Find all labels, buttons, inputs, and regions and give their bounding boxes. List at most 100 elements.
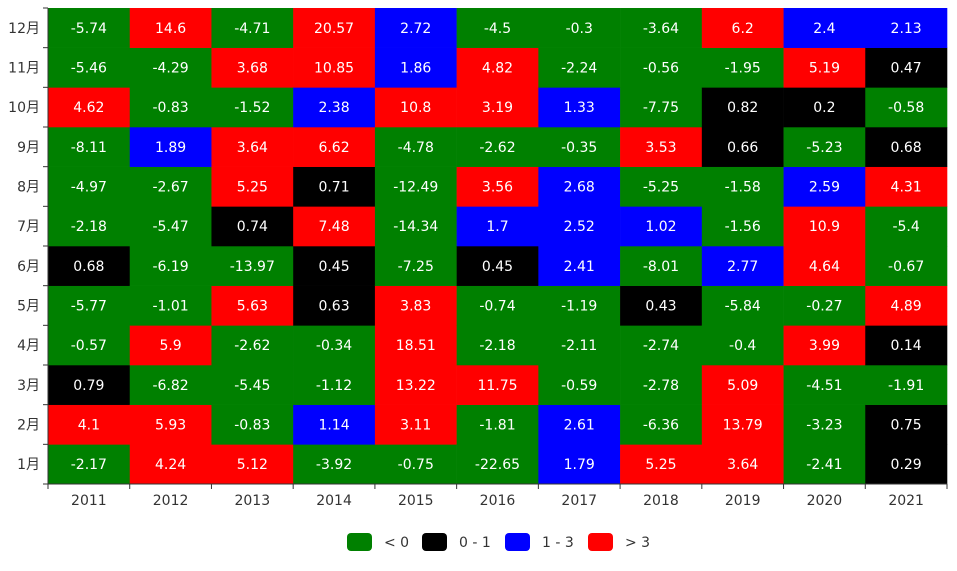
legend-item[interactable]: 0 - 1 — [422, 533, 491, 551]
cell-value-label: -7.25 — [398, 259, 434, 275]
cell-value-label: 0.68 — [891, 140, 922, 156]
heatmap-cell-2017-7 — [538, 206, 621, 247]
heatmap-cell-2020-6 — [783, 246, 866, 286]
cell-value-label: -0.56 — [643, 61, 679, 77]
cell-value-label: 4.64 — [809, 259, 840, 275]
cell-value-label: 10.8 — [400, 100, 431, 116]
cell-value-label: 0.45 — [482, 259, 513, 275]
legend-item[interactable]: < 0 — [347, 533, 409, 551]
cell-value-label: -4.29 — [152, 61, 188, 77]
heatmap-cell-2013-2 — [211, 404, 294, 445]
heatmap-cell-2019-12 — [701, 8, 784, 48]
y-tick-label: 11月 — [8, 61, 40, 77]
heatmap-cell-2014-12 — [293, 8, 376, 48]
cell-value-label: 0.14 — [891, 338, 922, 354]
cell-value-label: 7.48 — [318, 219, 349, 235]
cell-value-label: 3.56 — [482, 180, 513, 196]
cell-value-label: 2.52 — [564, 219, 595, 235]
cell-value-label: -0.74 — [479, 299, 515, 315]
cell-value-label: 0.75 — [891, 418, 922, 434]
y-tick-label: 1月 — [17, 457, 40, 473]
cell-value-label: 11.75 — [477, 378, 517, 394]
cell-value-label: -0.34 — [316, 338, 352, 354]
cell-value-label: 0.29 — [891, 457, 922, 473]
heatmap-cell-2019-3 — [701, 365, 784, 405]
heatmap-cell-2021-11 — [865, 47, 948, 88]
heatmap-cell-2016-5 — [456, 285, 539, 326]
cell-value-label: 14.6 — [155, 21, 186, 37]
heatmap-cell-2015-4 — [374, 325, 457, 366]
x-tick-label: 2015 — [398, 493, 434, 509]
legend-label[interactable]: 1 - 3 — [542, 535, 574, 551]
cell-value-label: 10.9 — [809, 219, 840, 235]
cell-value-label: -2.67 — [152, 180, 188, 196]
heatmap-cell-2013-6 — [211, 246, 294, 286]
legend-label[interactable]: > 3 — [625, 535, 650, 551]
legend-swatch[interactable] — [422, 533, 447, 551]
heatmap-cell-2011-3 — [48, 365, 131, 405]
y-tick-label: 9月 — [17, 140, 40, 156]
legend-item[interactable]: > 3 — [588, 533, 650, 551]
x-tick-label: 2019 — [725, 493, 761, 509]
cell-value-label: 5.63 — [237, 299, 268, 315]
heatmap-cell-2018-6 — [620, 246, 703, 286]
cell-value-label: 1.33 — [564, 100, 595, 116]
cell-value-label: 0.45 — [318, 259, 349, 275]
heatmap-cell-2018-12 — [620, 8, 703, 48]
heatmap-cell-2018-3 — [620, 365, 703, 405]
heatmap-cell-2017-3 — [538, 365, 621, 405]
heatmap-cell-2015-12 — [374, 8, 457, 48]
heatmap-cell-2012-6 — [129, 246, 212, 286]
heatmap-cell-2020-7 — [783, 206, 866, 247]
x-tick-label: 2013 — [234, 493, 270, 509]
heatmap-cell-2021-4 — [865, 325, 948, 366]
cell-value-label: -1.81 — [479, 418, 515, 434]
cell-value-label: -14.34 — [393, 219, 438, 235]
heatmap-cell-2021-5 — [865, 285, 948, 326]
heatmap-cell-2013-3 — [211, 365, 294, 405]
heatmap-cell-2011-2 — [48, 404, 131, 445]
heatmap-cell-2020-8 — [783, 166, 866, 207]
heatmap-cell-2013-7 — [211, 206, 294, 247]
heatmap-cell-2012-8 — [129, 166, 212, 207]
cell-value-label: 1.14 — [318, 418, 349, 434]
cell-value-label: -0.59 — [561, 378, 597, 394]
cell-value-label: -13.97 — [230, 259, 275, 275]
x-tick-label: 2011 — [71, 493, 107, 509]
heatmap-cell-2021-7 — [865, 206, 948, 247]
heatmap-cell-2015-9 — [374, 127, 457, 167]
heatmap-cell-2017-11 — [538, 47, 621, 88]
cell-value-label: 0.82 — [727, 100, 758, 116]
heatmap-cell-2012-5 — [129, 285, 212, 326]
heatmap-cell-2014-10 — [293, 87, 376, 128]
legend-swatch[interactable] — [347, 533, 372, 551]
cell-value-label: 3.11 — [400, 418, 431, 434]
cell-value-label: -5.74 — [71, 21, 107, 37]
cell-value-label: -1.91 — [888, 378, 924, 394]
cell-value-label: -0.83 — [152, 100, 188, 116]
legend-label[interactable]: 0 - 1 — [459, 535, 491, 551]
cell-value-label: 13.22 — [396, 378, 436, 394]
heatmap-cell-2021-1 — [865, 444, 948, 485]
cell-value-label: 4.82 — [482, 61, 513, 77]
cell-value-label: 3.53 — [645, 140, 676, 156]
heatmap-cell-2021-6 — [865, 246, 948, 286]
cell-value-label: -2.18 — [479, 338, 515, 354]
heatmap-cell-2017-2 — [538, 404, 621, 445]
cell-value-label: 0.2 — [813, 100, 835, 116]
cell-value-label: -1.19 — [561, 299, 597, 315]
heatmap-cell-2014-11 — [293, 47, 376, 88]
legend-item[interactable]: 1 - 3 — [505, 533, 574, 551]
legend-swatch[interactable] — [505, 533, 530, 551]
cell-value-label: -0.3 — [566, 21, 593, 37]
legend-label[interactable]: < 0 — [384, 535, 409, 551]
heatmap-cell-2012-2 — [129, 404, 212, 445]
cell-value-label: 5.9 — [159, 338, 181, 354]
cell-value-label: 1.02 — [645, 219, 676, 235]
cell-value-label: -2.74 — [643, 338, 679, 354]
legend-swatch[interactable] — [588, 533, 613, 551]
heatmap-cell-2017-12 — [538, 8, 621, 48]
heatmap-cell-2018-11 — [620, 47, 703, 88]
heatmap-cell-2013-11 — [211, 47, 294, 88]
heatmap-cell-2013-1 — [211, 444, 294, 485]
